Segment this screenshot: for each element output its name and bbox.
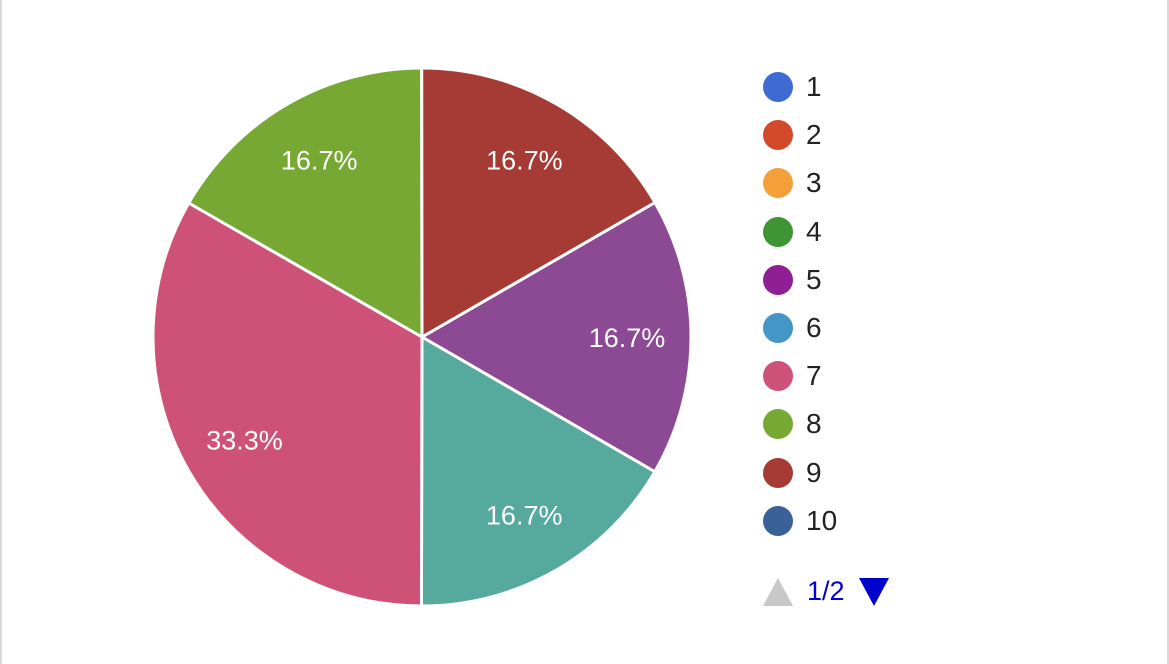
slice-label-5: 16.7%: [589, 323, 666, 353]
legend-label: 3: [806, 167, 822, 199]
legend-swatch: [763, 409, 793, 440]
legend-item: 2: [763, 111, 1063, 159]
triangle-up-icon[interactable]: [763, 577, 793, 606]
legend-label: 8: [806, 408, 822, 440]
legend-item: 8: [763, 400, 1063, 448]
legend-label: 10: [806, 504, 838, 536]
legend-item: 5: [763, 256, 1063, 304]
legend-label: 6: [806, 312, 822, 344]
slice-label-6: 16.7%: [486, 501, 563, 531]
legend-item: 7: [763, 352, 1063, 400]
legend-swatch: [763, 168, 793, 199]
legend-swatch: [763, 264, 793, 295]
legend-swatch: [763, 216, 793, 247]
pie-slice-8[interactable]: [186, 66, 424, 340]
legend-swatch: [763, 457, 793, 488]
legend-item: 6: [763, 304, 1063, 352]
legend-swatch: [763, 313, 793, 344]
pie-slice-5[interactable]: [419, 200, 693, 474]
legend-item: 10: [763, 497, 1063, 545]
legend-label: 5: [806, 263, 822, 295]
pie-slice-7[interactable]: [151, 200, 424, 608]
pie-slice-6[interactable]: [419, 334, 657, 608]
legend-item: 4: [763, 208, 1063, 256]
legend-item: 9: [763, 449, 1063, 497]
legend-label: 4: [806, 215, 822, 247]
legend-label: 9: [806, 456, 822, 488]
legend-swatch: [763, 120, 793, 151]
legend-label: 1: [806, 71, 822, 103]
legend-swatch: [763, 72, 793, 103]
legend: 1 2 3 4 5 6 7 8 9 10: [763, 63, 1063, 545]
legend-swatch: [763, 505, 793, 536]
legend-pager: 1/2: [763, 576, 889, 607]
legend-label: 7: [806, 360, 822, 392]
slice-label-8: 16.7%: [281, 146, 358, 176]
slice-label-9: 16.7%: [486, 145, 563, 175]
legend-item: 1: [763, 63, 1063, 111]
legend-label: 2: [806, 119, 822, 151]
page-indicator: 1/2: [807, 576, 845, 606]
triangle-down-icon[interactable]: [858, 577, 889, 606]
legend-swatch: [763, 361, 793, 392]
slice-label-7: 33.3%: [206, 426, 283, 456]
legend-item: 3: [763, 159, 1063, 207]
pie-slice-9[interactable]: [420, 66, 658, 340]
